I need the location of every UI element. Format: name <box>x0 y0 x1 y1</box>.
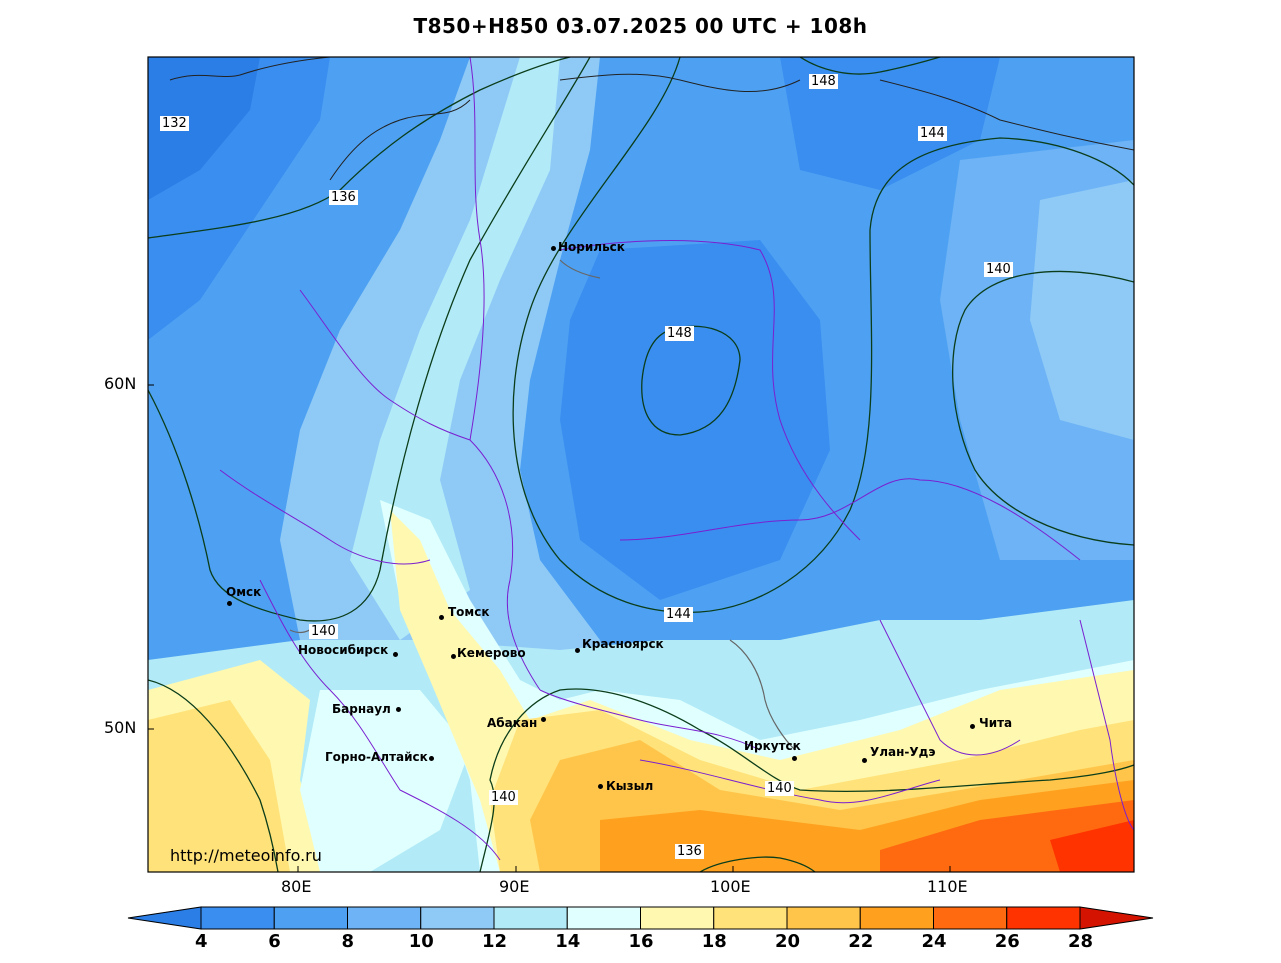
colorbar-segment <box>1006 906 1081 930</box>
colorbar-tick-label: 14 <box>555 931 581 952</box>
colorbar-segment <box>859 906 934 930</box>
city-label-omsk: Омск <box>226 585 262 599</box>
city-marker <box>227 601 232 606</box>
city-label-kemerovo: Кемерово <box>457 646 526 660</box>
colorbar-tick-label: 18 <box>701 931 727 952</box>
contour-label: 136 <box>675 844 704 859</box>
colorbar-tick-label: 24 <box>921 931 947 952</box>
lat-label-50n: 50N <box>104 718 137 737</box>
city-marker <box>429 756 434 761</box>
colorbar-segment <box>420 906 495 930</box>
colorbar-tick-label: 8 <box>341 931 355 952</box>
colorbar-tick-label: 10 <box>408 931 434 952</box>
city-marker <box>598 784 603 789</box>
colorbar-tick-label: 4 <box>195 931 208 952</box>
contour-label: 140 <box>765 781 794 796</box>
city-marker <box>451 654 456 659</box>
city-marker <box>970 724 975 729</box>
contour-label: 148 <box>809 74 838 89</box>
map-title: T850+H850 03.07.2025 00 UTC + 108h <box>413 14 868 38</box>
city-label-norilsk: Норильск <box>558 240 625 254</box>
city-label-chita: Чита <box>979 716 1013 730</box>
city-label-irkutsk: Иркутск <box>744 739 801 753</box>
contour-label: 144 <box>664 607 693 622</box>
colorbar-segment <box>713 906 788 930</box>
colorbar-high-arrow <box>1079 906 1154 930</box>
colorbar-tick-label: 12 <box>482 931 508 952</box>
city-label-kyzyl: Кызыл <box>606 779 654 793</box>
city-label-novosibirsk: Новосибирск <box>298 643 389 657</box>
city-label-ulan-ude: Улан-Удэ <box>870 745 936 759</box>
city-marker <box>393 652 398 657</box>
colorbar-segment <box>640 906 715 930</box>
colorbar-tick-label: 28 <box>1068 931 1094 952</box>
colorbar-segment <box>786 906 861 930</box>
colorbar-segment <box>566 906 641 930</box>
colorbar-segment <box>493 906 568 930</box>
contour-label: 132 <box>160 116 189 131</box>
contour-label: 140 <box>489 790 518 805</box>
colorbar <box>127 906 1154 930</box>
lon-label-100e: 100E <box>710 877 751 896</box>
colorbar-tick-label: 6 <box>268 931 281 952</box>
contour-label: 148 <box>665 326 694 341</box>
city-label-barnaul: Барнаул <box>332 702 391 716</box>
colorbar-tick-label: 22 <box>848 931 874 952</box>
contour-label: 136 <box>329 190 358 205</box>
city-marker <box>439 615 444 620</box>
temperature-field <box>148 57 1134 872</box>
watermark-url: http://meteoinfo.ru <box>170 846 322 865</box>
colorbar-segment <box>200 906 275 930</box>
city-marker <box>575 648 580 653</box>
city-marker <box>396 707 401 712</box>
colorbar-segment <box>933 906 1008 930</box>
contour-label: 144 <box>918 126 947 141</box>
city-marker <box>862 758 867 763</box>
colorbar-segment <box>273 906 348 930</box>
city-label-krasnoyarsk: Красноярск <box>582 637 664 651</box>
contour-label: 140 <box>984 262 1013 277</box>
colorbar-tick-label: 20 <box>775 931 801 952</box>
lon-label-80e: 80E <box>281 877 312 896</box>
city-label-abakan: Абакан <box>487 716 538 730</box>
lon-label-110e: 110E <box>927 877 968 896</box>
lat-label-60n: 60N <box>104 374 137 393</box>
city-label-gorno-altaysk: Горно-Алтайск <box>325 750 428 764</box>
colorbar-tick-label: 26 <box>994 931 1020 952</box>
city-marker <box>551 246 556 251</box>
colorbar-low-arrow <box>127 906 202 930</box>
city-marker <box>541 717 546 722</box>
contour-label: 140 <box>309 624 338 639</box>
city-marker <box>792 756 797 761</box>
city-label-tomsk: Томск <box>448 605 490 619</box>
colorbar-tick-label: 16 <box>628 931 654 952</box>
lon-label-90e: 90E <box>499 877 530 896</box>
colorbar-segment <box>347 906 422 930</box>
